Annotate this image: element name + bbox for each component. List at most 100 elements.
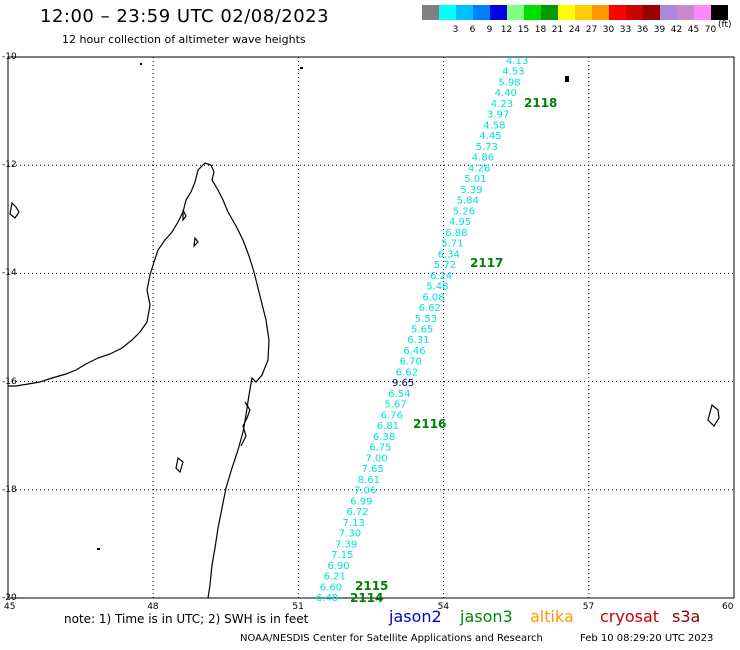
scale-swatch (677, 5, 694, 20)
wave-height-value: 4.95 (449, 217, 471, 228)
wave-height-value: 6.08 (422, 292, 444, 303)
wave-height-value: 6.72 (346, 507, 368, 518)
wave-height-value: 6.70 (400, 357, 422, 368)
scale-label: 6 (469, 25, 476, 35)
small-islets (97, 63, 303, 550)
scale-label: 36 (636, 25, 649, 35)
longitude-label: 57 (582, 602, 595, 612)
wave-height-value: 4.58 (483, 120, 505, 131)
wave-height-value: 6.48 (316, 593, 338, 604)
wave-height-value: 6.46 (403, 346, 425, 357)
map-title: 12:00 – 23:59 UTC 02/08/2023 (40, 6, 330, 27)
scale-swatch (694, 5, 711, 20)
wave-height-value: 6.24 (430, 271, 452, 282)
wave-height-value: 5.65 (411, 325, 433, 336)
pass-number: 2118 (524, 96, 557, 110)
wave-height-value: 4.45 (479, 131, 501, 142)
scale-swatch (524, 5, 541, 20)
wave-height-value: 4.40 (495, 88, 517, 99)
wave-height-value: 6.81 (377, 421, 399, 432)
satellite-legend-jason2: jason2 (389, 607, 442, 626)
wave-height-value: 5.73 (476, 142, 498, 153)
lat-lon-grid (8, 57, 734, 598)
scale-swatch (575, 5, 592, 20)
scale-units-label: (ft) (718, 20, 732, 30)
scale-label: 27 (585, 25, 598, 35)
scale-swatch (609, 5, 626, 20)
wave-height-value: 6.31 (407, 335, 429, 346)
wave-height-value: 6.62 (396, 367, 418, 378)
scale-swatch (473, 5, 490, 20)
latitude-label: -12 (2, 160, 17, 171)
wave-height-value: 7.13 (343, 518, 365, 529)
latitude-label: -10 (2, 52, 17, 62)
satellite-legend-cryosat: cryosat (600, 607, 660, 626)
wave-height-value: 6.88 (445, 228, 467, 239)
wave-height-value: 6.21 (324, 572, 346, 583)
scale-label: 21 (551, 25, 564, 35)
wave-height-value: 5.98 (498, 77, 520, 88)
wave-height-value: 8.61 (358, 475, 380, 486)
scale-swatch (507, 5, 524, 20)
scale-label: 18 (534, 25, 547, 35)
wave-height-value: 4.23 (491, 99, 513, 110)
wave-height-value: 6.38 (373, 432, 395, 443)
longitude-label: 60 (722, 602, 734, 612)
wave-height-value: 6.90 (327, 561, 349, 572)
wave-height-value: 5.39 (460, 185, 482, 196)
scale-swatch (711, 5, 728, 20)
scale-swatch (490, 5, 507, 20)
satellite-legend-altika: altika (530, 607, 574, 626)
wave-height-value: 6.76 (381, 410, 403, 421)
scale-label: 42 (670, 25, 683, 35)
satellite-legend-jason3: jason3 (460, 607, 513, 626)
scale-label: 45 (687, 25, 700, 35)
pass-number: 2115 (355, 579, 388, 593)
scale-swatch (439, 5, 456, 20)
wave-height-value: 4.53 (502, 67, 524, 78)
madagascar-coastline (8, 162, 270, 599)
wave-height-value: 9.65 (392, 378, 414, 389)
pass-number: 2114 (350, 591, 383, 605)
wave-height-value: 6.54 (388, 389, 410, 400)
map-subtitle: 12 hour collection of altimeter wave hei… (62, 33, 306, 46)
wave-height-value: 5.67 (384, 400, 406, 411)
map-frame (7, 56, 735, 599)
scale-label: 15 (517, 25, 530, 35)
wave-height-value: 4.13 (506, 56, 528, 67)
generated-timestamp: Feb 10 08:29:20 UTC 2023 (580, 633, 714, 644)
wave-height-value: 3.97 (487, 110, 509, 121)
wave-height-value: 7.15 (331, 550, 353, 561)
credit-line: NOAA/NESDIS Center for Satellite Applica… (240, 633, 543, 644)
wave-height-value: 7.06 (354, 486, 376, 497)
map-note: note: 1) Time is in UTC; 2) SWH is in fe… (64, 612, 309, 626)
scale-swatch (660, 5, 677, 20)
wave-height-value: 7.30 (339, 529, 361, 540)
longitude-label: 51 (292, 602, 304, 612)
scale-label: 70 (704, 25, 717, 35)
latitude-label: -14 (2, 268, 17, 279)
scale-label: 30 (602, 25, 615, 35)
longitude-label: 45 (4, 602, 16, 612)
scale-swatch (592, 5, 609, 20)
pass-number: 2116 (413, 417, 446, 431)
scale-swatch (422, 5, 439, 20)
wave-height-value: 5.48 (426, 282, 448, 293)
wave-height-value: 6.99 (350, 496, 372, 507)
tromelin-island (565, 76, 569, 82)
mauritius-island (707, 403, 720, 427)
wave-height-value: 6.60 (320, 582, 342, 593)
scale-swatch (626, 5, 643, 20)
scale-label: 9 (486, 25, 493, 35)
scale-swatch (456, 5, 473, 20)
wave-height-value: 6.34 (438, 249, 460, 260)
latitude-label: -20 (2, 593, 17, 603)
pass-number: 2117 (470, 256, 503, 270)
wave-height-value: 7.65 (362, 464, 384, 475)
wave-height-value: 5.26 (453, 206, 475, 217)
scale-label: 33 (619, 25, 632, 35)
wave-height-value: 4.26 (468, 163, 490, 174)
wave-height-value: 6.62 (419, 303, 441, 314)
